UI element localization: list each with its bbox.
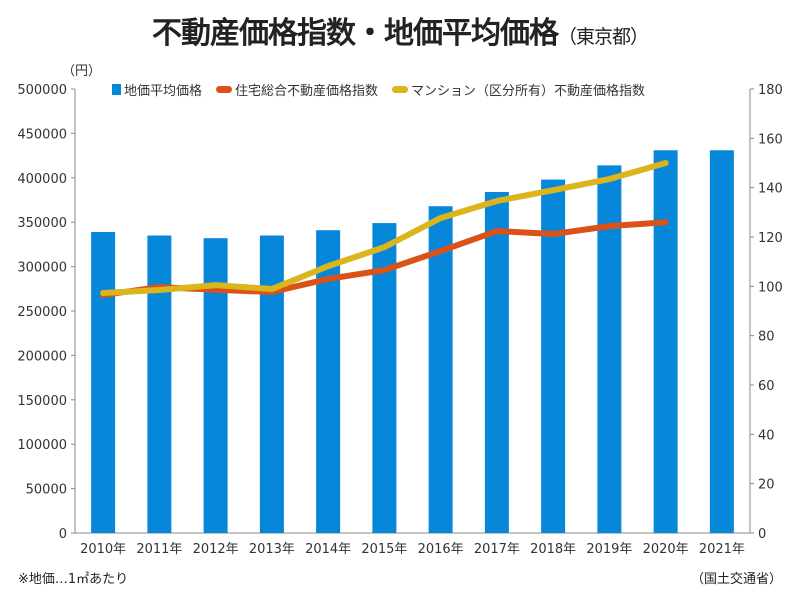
right-tick-label: 40: [758, 428, 775, 443]
legend-label: マンション（区分所有）不動産価格指数: [411, 83, 645, 99]
bar-2020年: [653, 150, 678, 533]
right-tick-label: 120: [758, 231, 783, 246]
right-tick-label: 160: [758, 132, 783, 147]
left-tick-label: 150000: [17, 394, 67, 409]
title-text: 不動産価格指数・地価平均価格: [151, 16, 559, 51]
left-tick-label: 500000: [17, 83, 67, 98]
left-tick-label: 400000: [17, 172, 67, 187]
bar-2010年: [91, 231, 116, 533]
chart-title: 不動産価格指数・地価平均価格（東京都）: [0, 8, 800, 52]
bar-2021年: [709, 150, 734, 533]
left-tick-label: 0: [59, 527, 67, 542]
x-tick-label: 2012年: [193, 542, 239, 557]
right-tick-label: 20: [758, 478, 775, 493]
x-tick-label: 2013年: [249, 542, 295, 557]
left-tick-label: 200000: [17, 349, 67, 364]
right-tick-label: 60: [758, 379, 775, 394]
right-tick-label: 180: [758, 83, 783, 98]
x-tick-label: 2014年: [305, 542, 351, 557]
x-tick-label: 2016年: [418, 542, 464, 557]
left-tick-label: 300000: [17, 261, 67, 276]
x-tick-label: 2019年: [586, 542, 632, 557]
subtitle-text: （東京都）: [557, 26, 649, 48]
x-tick-label: 2011年: [136, 542, 182, 557]
x-tick-label: 2021年: [699, 542, 745, 557]
left-tick-label: 450000: [17, 127, 67, 142]
legend-label: 住宅総合不動産価格指数: [235, 83, 378, 99]
right-tick-label: 80: [758, 330, 775, 345]
x-tick-label: 2015年: [361, 542, 407, 557]
bar-2019年: [597, 165, 622, 534]
legend-label: 地価平均価格: [124, 83, 202, 99]
footnote-right: （国土交通省）: [690, 572, 782, 587]
bar-2016年: [428, 206, 453, 533]
right-tick-label: 100: [758, 280, 783, 295]
left-tick-label: 350000: [17, 216, 67, 231]
right-tick-label: 140: [758, 182, 783, 197]
bar-2013年: [259, 235, 284, 533]
legend-swatch-bar: [112, 84, 121, 95]
left-tick-label: 250000: [17, 305, 67, 320]
x-tick-label: 2010年: [80, 542, 126, 557]
legend-swatch-line: [392, 86, 409, 93]
left-axis-unit: （円）: [62, 64, 101, 79]
bar-2018年: [541, 179, 566, 534]
legend-swatch-line: [216, 86, 233, 93]
left-tick-label: 50000: [26, 483, 67, 498]
x-tick-label: 2017年: [474, 542, 520, 557]
x-tick-label: 2020年: [643, 542, 689, 557]
footnote-left: ※地価…1㎡あたり: [18, 572, 129, 587]
bar-2015年: [372, 223, 397, 533]
bar-2011年: [147, 235, 172, 533]
left-tick-label: 100000: [17, 438, 67, 453]
bar-2017年: [484, 192, 509, 533]
x-tick-label: 2018年: [530, 542, 576, 557]
right-tick-label: 0: [758, 527, 766, 542]
